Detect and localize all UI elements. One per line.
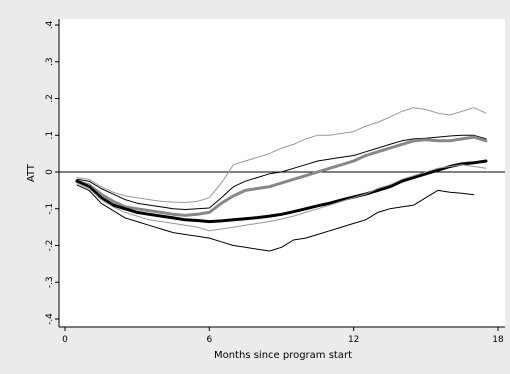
y-axis: -.4 -.3 -.2 -.1 0 .1 .2 .3 .4: [45, 19, 60, 327]
y-tick-label: .4: [45, 20, 55, 29]
x-axis-title: Months since program start: [214, 350, 352, 361]
x-tick-label: 18: [492, 335, 504, 345]
y-tick-label: .3: [45, 57, 55, 66]
series-line-2: [76, 134, 487, 210]
y-tick-label: .1: [45, 131, 55, 140]
y-axis-title: ATT: [26, 163, 37, 182]
x-axis: 0 6 12 18: [59, 326, 505, 345]
y-tick-label: .2: [45, 94, 55, 103]
y-tick-label: -.3: [45, 276, 55, 288]
series-line-4: [75, 159, 488, 224]
y-tick-label: -.1: [45, 203, 55, 215]
series-line-6: [76, 184, 475, 252]
y-tick-label: -.2: [45, 240, 55, 252]
x-tick-label: 6: [206, 335, 212, 345]
y-tick-label: 0: [45, 169, 55, 175]
plot-area: [59, 19, 505, 327]
series-layer: [75, 107, 488, 252]
series-line-5: [76, 164, 487, 232]
series-line-3: [75, 135, 488, 217]
series-line-1: [76, 107, 487, 203]
x-tick-label: 12: [348, 335, 359, 345]
x-tick-label: 0: [62, 335, 68, 345]
y-tick-label: -.4: [45, 313, 55, 325]
